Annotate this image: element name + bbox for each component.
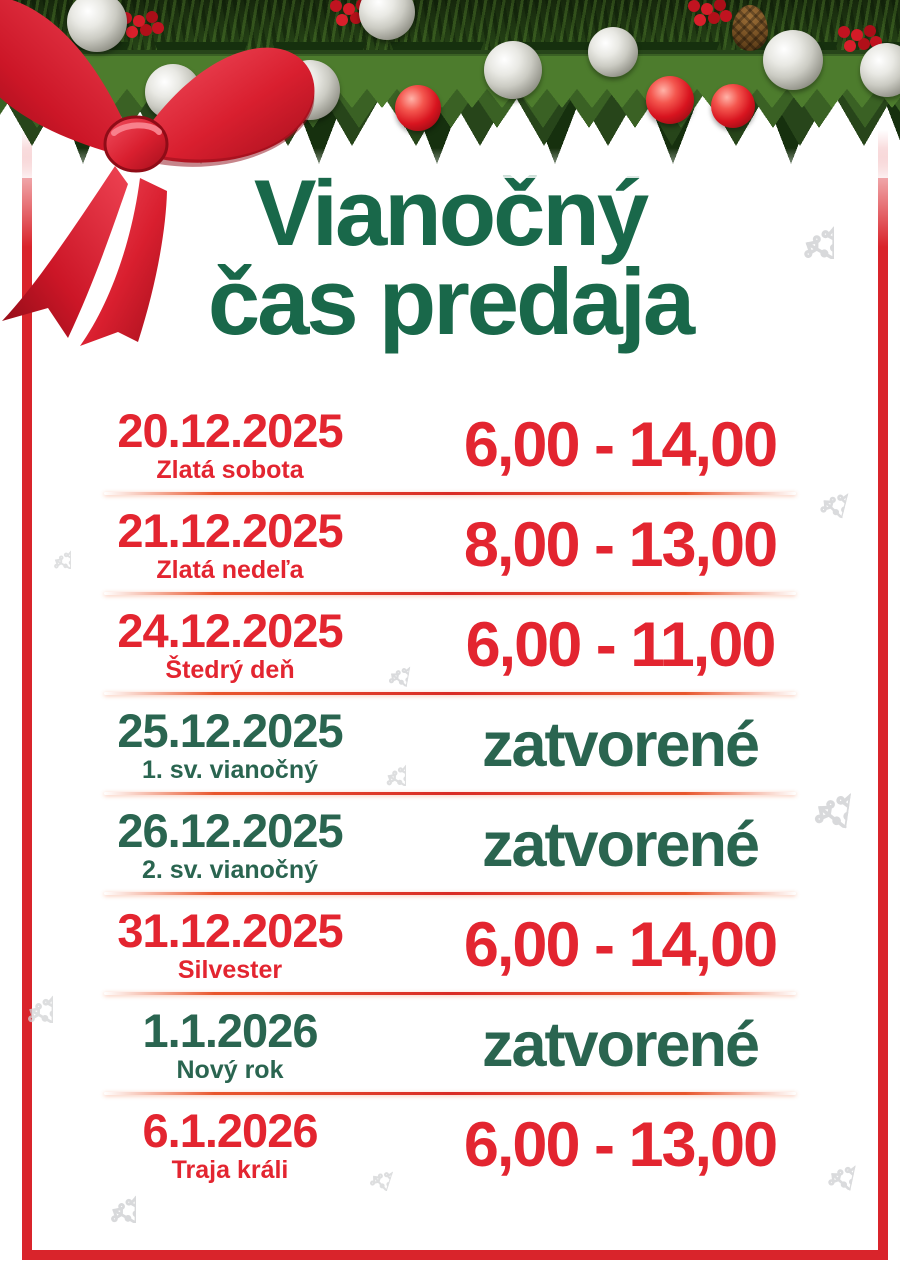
schedule-row: 1.1.2026 Nový rok zatvorené (60, 995, 840, 1095)
schedule-row: 31.12.2025 Silvester 6,00 - 14,00 (60, 895, 840, 995)
date-column: 20.12.2025 Zlatá sobota (60, 407, 400, 483)
schedule-row: 20.12.2025 Zlatá sobota 6,00 - 14,00 (60, 395, 840, 495)
berry-cluster-icon (688, 0, 732, 32)
snowflake-icon (0, 961, 53, 1023)
schedule-hours: zatvorené (481, 809, 760, 880)
silver-ornament-icon (763, 30, 823, 90)
schedule-date: 31.12.2025 (117, 904, 343, 957)
schedule-hours: 6,00 - 14,00 (463, 409, 778, 480)
red-bauble-icon (395, 85, 441, 131)
schedule-date: 6.1.2026 (142, 1104, 319, 1157)
pinecone-icon (732, 5, 768, 51)
date-column: 25.12.2025 1. sv. vianočný (60, 707, 400, 783)
date-column: 1.1.2026 Nový rok (60, 1007, 400, 1083)
schedule-date: 25.12.2025 (117, 704, 343, 757)
berry-cluster-icon (330, 0, 374, 32)
date-column: 26.12.2025 2. sv. vianočný (60, 807, 400, 883)
frame-border-bottom (22, 1250, 888, 1260)
schedule-date-label: Zlatá sobota (156, 456, 304, 484)
schedule-date-label: 2. sv. vianočný (141, 856, 318, 884)
red-bauble-icon (646, 76, 694, 124)
date-column: 24.12.2025 Štedrý deň (60, 607, 400, 683)
berry-cluster-icon (838, 26, 882, 58)
silver-ornament-icon (484, 41, 542, 99)
frame-border-right (878, 92, 888, 1260)
schedule-hours: zatvorené (481, 1009, 760, 1080)
schedule-hours: 6,00 - 14,00 (463, 909, 778, 980)
schedule-date-label: Silvester (177, 956, 283, 984)
schedule-date: 24.12.2025 (117, 604, 343, 657)
schedule-date-label: Štedrý deň (165, 656, 295, 684)
schedule-row: 26.12.2025 2. sv. vianočný zatvorené (60, 795, 840, 895)
schedule-hours: 8,00 - 13,00 (463, 509, 778, 580)
schedule-row: 24.12.2025 Štedrý deň 6,00 - 11,00 (60, 595, 840, 695)
schedule-hours: zatvorené (481, 709, 760, 780)
schedule-date: 1.1.2026 (142, 1004, 319, 1057)
red-bauble-icon (711, 84, 755, 128)
schedule-date-label: Zlatá nedeľa (156, 556, 304, 584)
silver-ornament-icon (67, 0, 127, 52)
page-title-line1: Vianočný (253, 160, 649, 265)
opening-hours-schedule: 20.12.2025 Zlatá sobota 6,00 - 14,00 21.… (60, 395, 840, 1195)
date-column: 21.12.2025 Zlatá nedeľa (60, 507, 400, 583)
page-title: Vianočný čas predaja (0, 160, 900, 355)
date-column: 6.1.2026 Traja králi (60, 1107, 400, 1183)
christmas-garland (0, 0, 900, 178)
schedule-row: 21.12.2025 Zlatá nedeľa 8,00 - 13,00 (60, 495, 840, 595)
page-title-line2: čas predaja (207, 249, 695, 355)
schedule-row: 6.1.2026 Traja králi 6,00 - 13,00 (60, 1095, 840, 1195)
schedule-date: 21.12.2025 (117, 504, 343, 557)
date-column: 31.12.2025 Silvester (60, 907, 400, 983)
schedule-date: 20.12.2025 (117, 404, 343, 457)
silver-ornament-icon (588, 27, 638, 77)
schedule-date-label: Nový rok (176, 1056, 284, 1084)
schedule-date-label: 1. sv. vianočný (141, 756, 318, 784)
schedule-row: 25.12.2025 1. sv. vianočný zatvorené (60, 695, 840, 795)
frame-border-left (22, 92, 32, 1260)
schedule-hours: 6,00 - 13,00 (463, 1109, 778, 1180)
schedule-hours: 6,00 - 11,00 (465, 609, 777, 680)
schedule-date-label: Traja králi (171, 1156, 289, 1184)
silver-ornament-icon (860, 43, 900, 97)
red-bow-icon (0, 0, 315, 346)
schedule-date: 26.12.2025 (117, 804, 343, 857)
